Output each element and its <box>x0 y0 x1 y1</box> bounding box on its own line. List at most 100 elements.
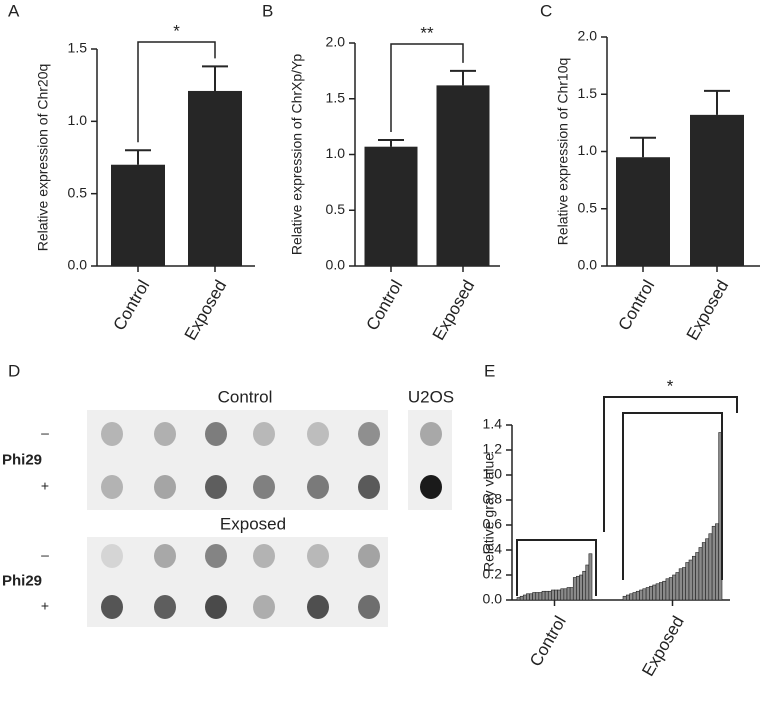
row-label: – <box>41 547 49 563</box>
y-axis-label: Relative expression of Chr10q <box>555 58 571 246</box>
x-tick-label: Control <box>526 613 570 670</box>
x-tick-label: Exposed <box>638 613 688 680</box>
y-tick-label: 1.5 <box>326 89 346 105</box>
bar <box>616 157 670 266</box>
y-tick-label: 1.4 <box>483 416 503 432</box>
bar <box>655 583 660 601</box>
blot-dot <box>205 475 227 499</box>
bar <box>665 578 670 601</box>
bar <box>675 572 680 601</box>
bar <box>551 589 555 601</box>
blot-dot <box>358 422 380 446</box>
y-tick-label: 0.4 <box>483 541 503 557</box>
blot-dot <box>307 475 329 499</box>
blot-dot <box>253 544 275 568</box>
bar <box>544 590 549 601</box>
row-label: – <box>41 425 49 441</box>
blot-dot <box>205 544 227 568</box>
blot-dot <box>420 422 442 446</box>
bar <box>678 568 683 601</box>
panel-label: D <box>8 361 20 380</box>
significance-bracket <box>137 41 216 143</box>
blot-dot <box>253 422 275 446</box>
y-tick-label: 1.0 <box>483 466 503 482</box>
blot-dot <box>253 595 275 619</box>
bar <box>668 577 673 601</box>
bar <box>715 523 720 601</box>
bar <box>535 592 540 601</box>
bar <box>639 589 644 601</box>
row-label: + <box>41 598 49 614</box>
blot-dot <box>358 475 380 499</box>
blot-dot <box>358 595 380 619</box>
panel-label: E <box>484 361 495 380</box>
bar <box>526 593 530 601</box>
bar <box>632 592 637 601</box>
bar <box>566 587 571 601</box>
significance-bracket <box>390 43 464 133</box>
y-tick-label: 0.6 <box>483 516 503 532</box>
bar <box>569 587 574 601</box>
y-tick-label: 1.0 <box>326 145 346 161</box>
x-tick-label: Control <box>614 277 658 334</box>
blot-dot <box>154 595 176 619</box>
bar <box>188 90 242 266</box>
bar <box>635 590 640 601</box>
bar <box>563 588 568 601</box>
blot-dot <box>307 422 329 446</box>
y-tick-label: 0.0 <box>578 257 598 273</box>
blot-dot <box>101 544 123 568</box>
blot-dot <box>358 544 380 568</box>
y-tick-label: 2.0 <box>578 28 598 44</box>
y-tick-label: 2.0 <box>326 34 346 50</box>
y-axis-label: Relative expression of Chr20q <box>35 64 51 252</box>
x-tick-label: Exposed <box>683 277 733 344</box>
blot-title: Exposed <box>220 514 286 533</box>
bar <box>532 592 537 601</box>
x-tick-label: Exposed <box>181 277 231 344</box>
row-title: Phi29 <box>2 572 42 589</box>
bar <box>547 590 552 601</box>
blot-dot <box>205 422 227 446</box>
error-bar <box>630 136 656 158</box>
blot-membrane <box>87 537 388 627</box>
y-tick-label: 0.5 <box>68 184 88 200</box>
y-tick-label: 0.5 <box>578 199 598 215</box>
y-tick-label: 0.0 <box>483 591 503 607</box>
bar <box>642 588 647 601</box>
y-tick-label: 1.5 <box>68 40 88 56</box>
significance-bracket <box>603 396 738 532</box>
blot-membrane <box>87 410 388 510</box>
bar <box>572 577 577 601</box>
y-tick-label: 0.0 <box>68 257 88 273</box>
y-tick-label: 1.5 <box>578 85 598 101</box>
y-tick-label: 1.0 <box>578 142 598 158</box>
bar <box>695 552 700 601</box>
blot-dot <box>420 475 442 499</box>
significance-label: ** <box>420 23 434 42</box>
blot-dot <box>154 544 176 568</box>
y-axis-label: Relative expression of ChrXp/Yp <box>289 54 305 255</box>
blot-dot <box>101 422 123 446</box>
bar <box>708 533 713 601</box>
bar <box>557 589 562 601</box>
bar <box>519 595 524 601</box>
bar <box>364 146 418 266</box>
blot-title: Control <box>218 387 273 406</box>
y-tick-label: 0.0 <box>326 257 346 273</box>
blot-dot <box>205 595 227 619</box>
bar <box>585 564 590 601</box>
bar <box>579 574 583 601</box>
significance-label: * <box>173 21 180 40</box>
bar <box>111 164 165 266</box>
y-axis-label: Relative gray value <box>481 453 497 572</box>
group-bracket <box>516 539 597 596</box>
row-label: + <box>41 478 49 494</box>
error-bar <box>202 65 228 91</box>
y-tick-label: 0.2 <box>483 566 503 582</box>
bar <box>538 592 543 601</box>
bar <box>649 585 654 601</box>
bar <box>688 559 693 601</box>
bar <box>625 594 630 601</box>
x-tick-label: Control <box>109 277 153 334</box>
